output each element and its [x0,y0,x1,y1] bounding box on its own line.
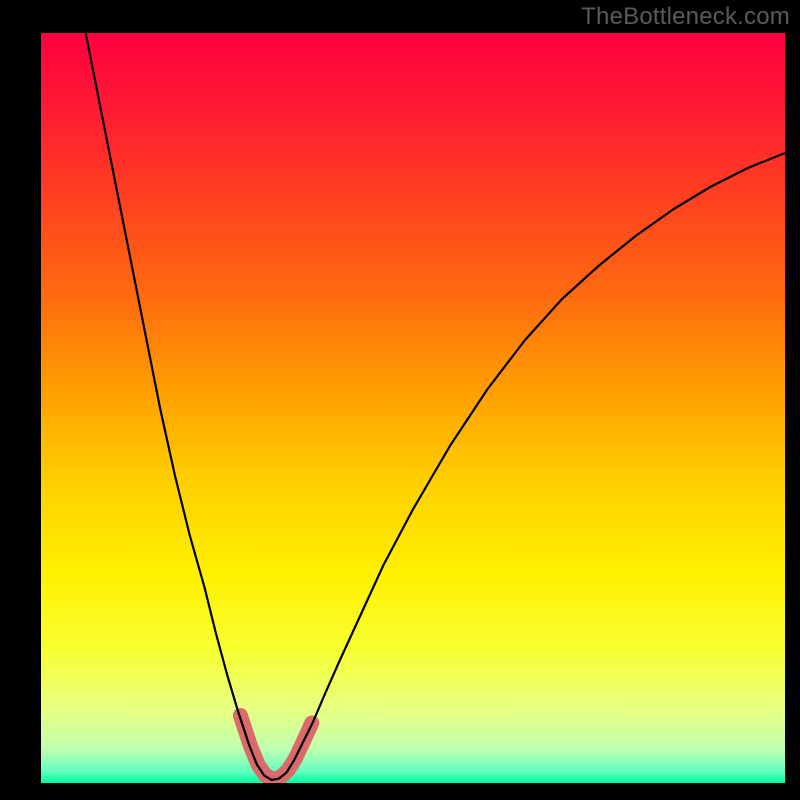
plot-area [41,33,785,783]
watermark-label: TheBottleneck.com [581,3,790,31]
plot-background [41,33,785,783]
plot-svg [41,33,785,783]
chart-root: TheBottleneck.com [0,0,800,800]
